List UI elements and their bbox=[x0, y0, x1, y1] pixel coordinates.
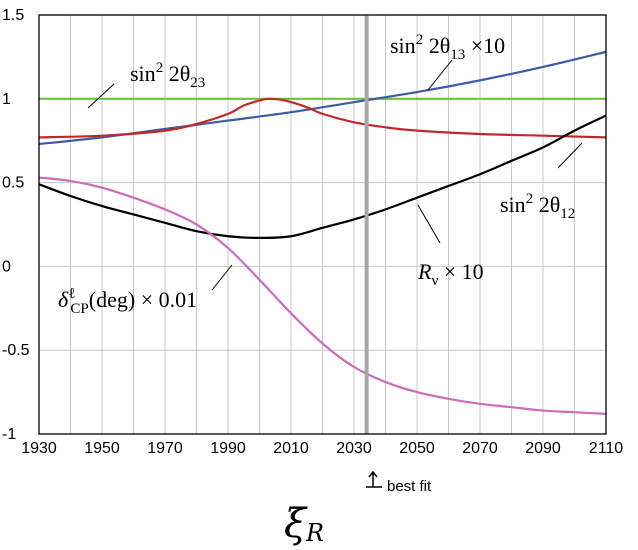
y-tick-label: 0 bbox=[2, 258, 11, 275]
x-tick-label: 2070 bbox=[462, 440, 498, 457]
grid bbox=[38, 14, 607, 435]
label-sin2-2theta13: sin2 2θ13 ×10 bbox=[390, 32, 505, 63]
y-tick-label: 1 bbox=[2, 91, 11, 108]
y-tick-label: 0.5 bbox=[2, 175, 24, 192]
label-sin2-2theta12: sin2 2θ12 bbox=[500, 191, 575, 222]
x-tick-label: 1970 bbox=[147, 440, 183, 457]
label-rnu: Rν × 10 bbox=[417, 259, 484, 289]
best-fit-marker: best fit bbox=[366, 470, 432, 495]
y-tick-label: 1.5 bbox=[2, 7, 24, 24]
label-sin2-2theta23: sin2 2θ23 bbox=[130, 60, 205, 91]
leader-line bbox=[87, 83, 115, 109]
series-group bbox=[38, 50, 607, 415]
x-tick-label: 2030 bbox=[336, 440, 372, 457]
plot-frame bbox=[38, 14, 607, 435]
x-tick-label: 1990 bbox=[210, 440, 246, 457]
x-axis-title: ξR bbox=[284, 501, 324, 547]
x-tick-label: 2110 bbox=[589, 440, 624, 457]
series-line-4 bbox=[38, 176, 607, 415]
x-tick-label: 1950 bbox=[84, 440, 120, 457]
axes: 1930 1950 1970 1990 2010 2030 2050 2070 2090 2110… bbox=[2, 7, 623, 457]
leader-line bbox=[417, 204, 441, 244]
y-tick-label: -0.5 bbox=[2, 342, 30, 359]
x-tick-label: 2090 bbox=[525, 440, 561, 457]
y-tick-label: -1 bbox=[2, 426, 16, 443]
series-line-2 bbox=[38, 97, 607, 139]
best-fit-label: best fit bbox=[387, 478, 432, 495]
leader-line bbox=[427, 59, 453, 91]
return-arrow-icon bbox=[366, 470, 382, 488]
leader-line bbox=[211, 264, 233, 291]
annotation-leaders bbox=[87, 59, 583, 291]
x-tick-label: 1930 bbox=[21, 440, 57, 457]
x-tick-label: 2050 bbox=[399, 440, 435, 457]
x-tick-label: 2010 bbox=[273, 440, 309, 457]
leader-line bbox=[557, 142, 583, 169]
series-line-3 bbox=[38, 114, 607, 240]
label-delta-cp: δℓ CP(deg) × 0.01 bbox=[58, 286, 197, 317]
